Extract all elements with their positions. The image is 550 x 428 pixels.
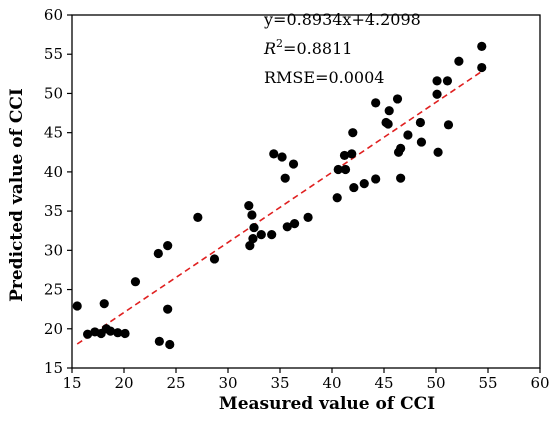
data-point [72,301,82,311]
data-point [371,174,381,184]
axes-layer [71,14,541,369]
x-tick-label: 25 [166,374,185,392]
y-tick-label: 35 [44,202,63,220]
fit-line-layer [76,70,484,345]
data-point [289,219,300,229]
y-tick-label: 55 [44,45,63,63]
data-point [443,120,454,130]
data-point [249,222,259,233]
data-point [163,304,173,314]
data-point [348,128,358,138]
plot-frame [71,14,541,369]
data-point [432,89,442,99]
data-point [209,254,220,264]
x-tick-label: 50 [426,374,445,392]
data-point [333,164,343,175]
fit-line [76,70,484,345]
ticks-layer: 15 20 25 30 35 40 45 50 55 60 15 20 25 30 35 40 45 50 55 60 [44,6,550,392]
data-point [332,193,342,203]
x-tick-label: 20 [114,374,133,392]
data-point [477,41,487,51]
data-point [267,230,277,240]
data-point [339,150,350,161]
data-point [282,222,292,232]
x-tick-label: 30 [218,374,237,392]
data-point [396,173,406,183]
data-point [442,76,453,86]
data-point [303,212,313,222]
data-point [154,336,164,346]
data-point [99,299,109,309]
data-point [416,137,427,147]
data-point [193,212,203,222]
data-point [105,326,116,336]
data-point [83,329,93,339]
y-tick-label: 50 [44,84,63,102]
data-point [392,94,403,104]
data-point [403,130,413,140]
data-point [153,248,163,259]
y-tick-label: 40 [44,163,63,181]
r2-annotation: R2=0.8811 [263,37,352,58]
equation-annotation: y=0.8934x+4.2098 [263,10,421,29]
data-point [244,201,254,211]
x-axis-label: Measured value of CCI [219,394,435,414]
y-tick-label: 45 [44,124,63,142]
data-point [130,277,141,287]
y-axis-label: Predicted value of CCI [7,88,27,302]
data-point [396,143,406,153]
data-point [340,164,351,175]
x-tick-label: 55 [478,374,497,392]
points-layer [72,41,487,350]
r2-prefix: R [263,39,276,58]
data-point [256,230,266,240]
data-point [288,159,299,169]
data-point [383,119,393,129]
r2-suffix: =0.8811 [283,39,352,58]
data-point [433,147,443,157]
data-point [163,241,173,251]
data-point [280,173,290,183]
x-tick-label: 45 [374,374,393,392]
data-point [347,149,357,159]
data-point [477,62,487,73]
data-point [359,179,369,189]
y-tick-label: 30 [44,241,63,259]
x-tick-label: 40 [322,374,341,392]
r2-superscript: 2 [276,37,283,50]
data-point [165,339,175,350]
y-tick-label: 60 [44,6,63,24]
data-point [113,328,123,338]
rmse-annotation: RMSE=0.0004 [264,68,384,87]
y-tick-label: 15 [44,359,63,377]
data-point [277,152,287,162]
data-point [120,328,130,339]
annotation-block: y=0.8934x+4.2098 R2=0.8811 RMSE=0.0004 [263,10,421,87]
x-tick-label: 35 [270,374,289,392]
data-point [248,233,258,244]
data-point [432,76,442,86]
y-tick-label: 25 [44,281,63,299]
data-point [349,182,359,193]
x-tick-label: 15 [62,374,81,392]
data-point [454,56,464,66]
data-point [269,149,279,159]
data-point [371,98,381,108]
data-point [247,210,257,220]
data-point [245,241,255,251]
y-tick-label: 20 [44,320,63,338]
x-tick-label: 60 [530,374,549,392]
data-point [415,117,425,128]
data-point [384,106,394,116]
